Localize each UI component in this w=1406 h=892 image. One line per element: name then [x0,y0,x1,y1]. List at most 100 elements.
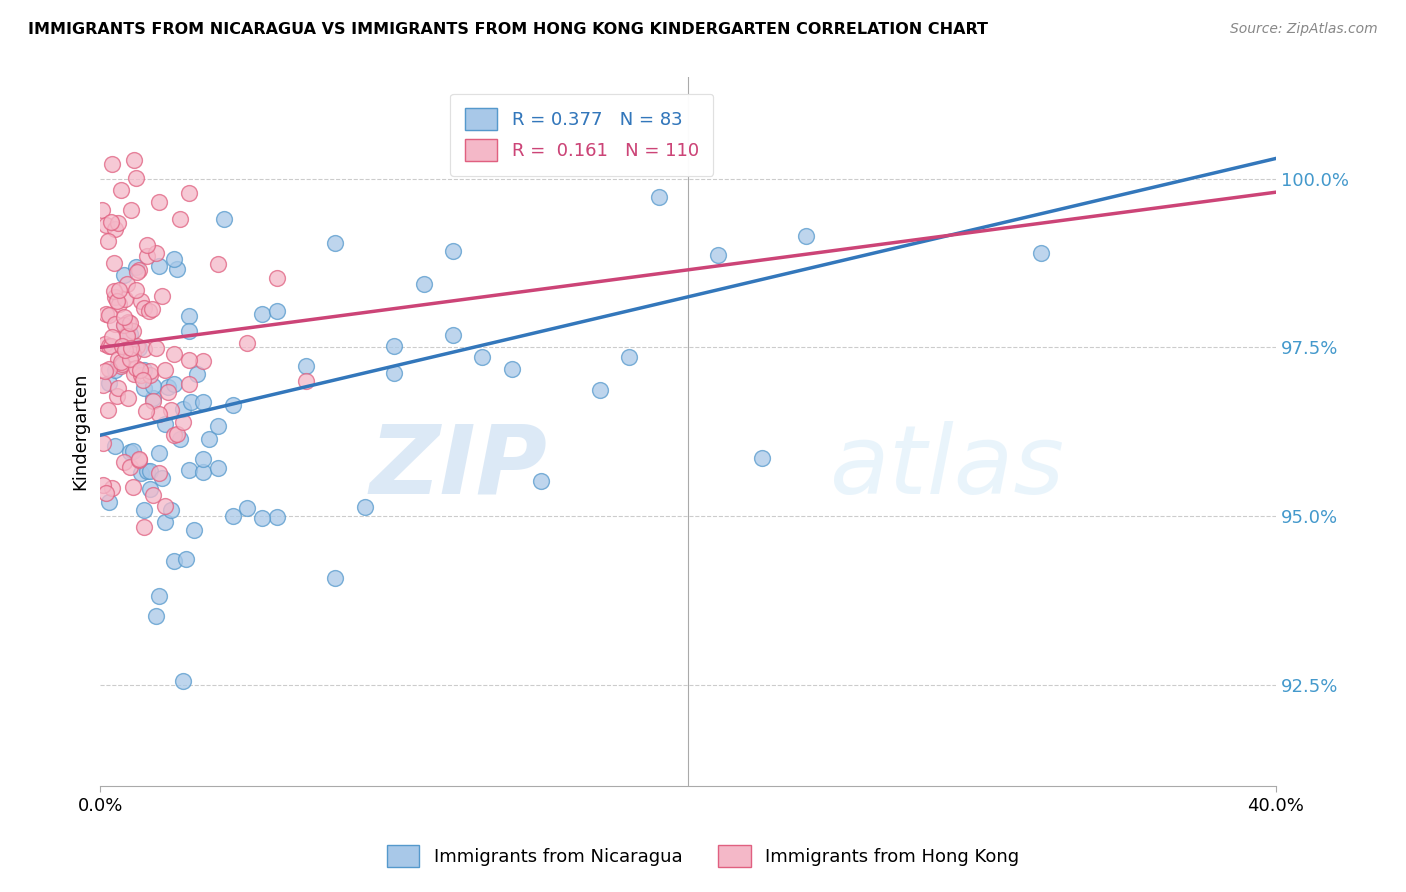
Point [160,503,183,517]
Point [325,571,347,585]
Point [160,403,183,417]
Point [97,235,120,249]
Point [177,353,200,368]
Point [141,301,163,316]
Point [104,439,127,453]
Point [100,215,122,229]
Text: ZIP: ZIP [370,421,547,514]
Point [139,368,162,382]
Point [706,248,728,262]
Point [111,338,134,352]
Point [131,466,153,480]
Point [145,246,167,260]
Point [91,377,114,392]
Point [101,330,124,344]
Point [132,373,155,387]
Text: Source: ZipAtlas.com: Source: ZipAtlas.com [1230,22,1378,37]
Point [153,417,176,431]
Point [169,211,191,226]
Point [118,352,141,367]
Point [325,235,347,250]
Point [177,324,200,338]
Point [619,351,641,365]
Point [193,452,215,467]
Point [236,335,259,350]
Point [94,337,117,351]
Point [96,485,118,500]
Point [100,339,122,353]
Point [128,453,150,467]
Point [412,277,434,292]
Point [148,194,170,209]
Point [115,326,138,341]
Point [112,268,135,283]
Point [122,368,145,382]
Point [103,285,125,299]
Point [193,395,215,409]
Point [441,244,464,258]
Point [98,362,121,376]
Point [207,257,229,271]
Point [163,554,186,568]
Point [112,318,135,332]
Point [103,256,125,270]
Point [114,343,136,358]
Point [94,364,117,378]
Point [148,589,170,603]
Point [107,381,129,395]
Point [91,435,114,450]
Point [150,470,173,484]
Point [110,358,132,372]
Point [794,229,817,244]
Point [441,327,464,342]
Point [153,516,176,530]
Point [112,455,135,469]
Point [98,494,121,508]
Point [110,359,132,373]
Point [169,433,191,447]
Point [156,380,179,394]
Point [124,171,146,186]
Point [136,237,159,252]
Point [221,398,243,412]
Point [501,361,523,376]
Point [128,451,150,466]
Point [148,467,170,481]
Point [96,219,118,233]
Point [104,317,127,331]
Point [112,318,135,333]
Point [124,360,146,375]
Point [121,480,143,494]
Point [221,509,243,524]
Point [177,186,200,200]
Point [145,341,167,355]
Point [153,363,176,377]
Point [142,488,165,502]
Point [163,346,186,360]
Point [150,289,173,303]
Point [295,374,318,388]
Point [121,324,143,338]
Point [153,499,176,513]
Point [193,465,215,479]
Point [105,389,128,403]
Point [295,359,318,373]
Point [114,292,136,306]
Point [118,316,141,330]
Point [117,314,139,328]
Point [96,307,118,321]
Point [589,384,612,398]
Point [163,252,186,267]
Point [90,203,112,218]
Point [131,294,153,309]
Point [134,502,156,516]
Point [134,343,156,357]
Point [198,432,221,446]
Point [97,403,120,417]
Point [142,391,165,405]
Point [91,478,114,492]
Point [128,342,150,356]
Point [120,202,142,217]
Point [128,263,150,277]
Point [156,385,179,400]
